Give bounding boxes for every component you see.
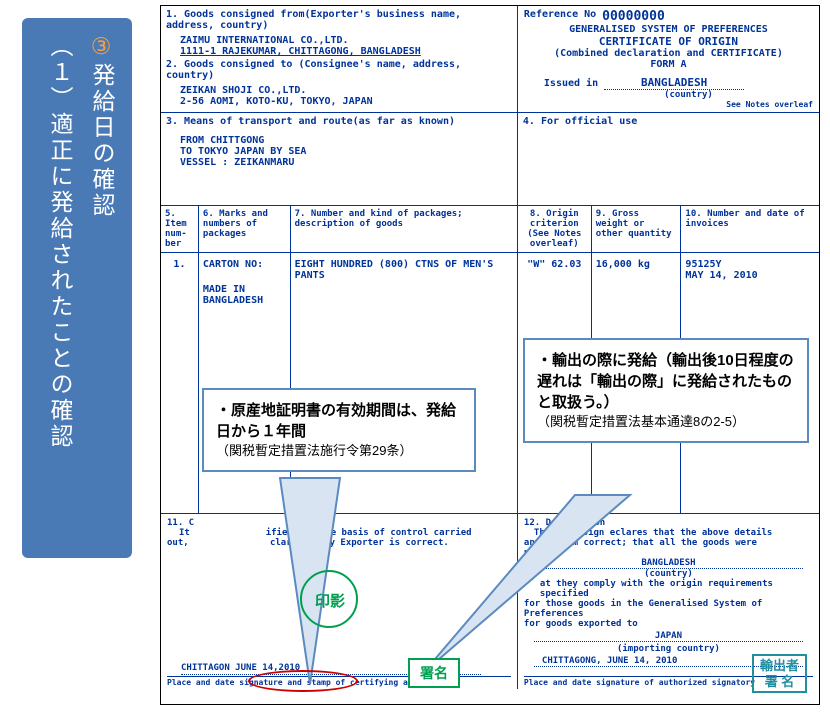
box-1-2: 1. Goods consigned from(Exporter's busin… [161,6,518,112]
num-1: （１） [46,34,72,112]
num-3: ③ [88,34,114,63]
sidebar-line2: ③発給日の確認 [84,34,118,219]
callout-issuance: ・輸出の際に発給（輸出後10日程度の遅れは「輸出の際」に発給されたものと取扱う。… [523,338,809,443]
bottom-boxes: 11. C Itxxxxxxxxxxxxxxified, on the basi… [161,514,819,689]
sidebar-line1: （１）適正に発給されたことの確認 [42,34,76,450]
box-3: 3. Means of transport and route(as far a… [161,113,518,205]
label-shomei: 署名 [408,658,460,688]
box-4: 4. For official use [518,113,819,205]
label-inei: 印影 [315,590,345,611]
callout-validity: ・原産地証明書の有効期間は、発給日から１年間 （関税暫定措置法施行令第29条） [202,388,476,472]
sidebar: （１）適正に発給されたことの確認 ③発給日の確認 [22,18,132,558]
table-header: 5. Item num-ber 6. Marks and numbers of … [161,206,819,253]
red-circle-date [248,670,358,692]
box-reference: Reference No 00000000 GENERALISED SYSTEM… [518,6,819,112]
label-exporter-sign: 輸出者 署 名 [752,654,807,693]
